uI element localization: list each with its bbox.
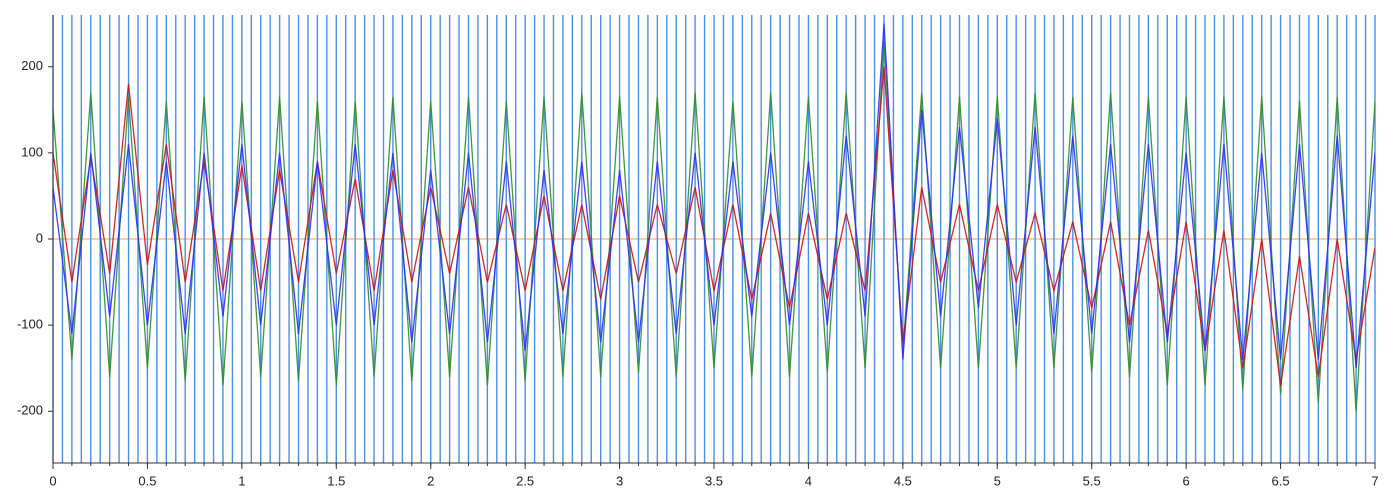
- x-tick-label: 0.5: [138, 473, 156, 488]
- y-tick-label: -200: [17, 403, 43, 418]
- signal-line: [53, 40, 1375, 412]
- y-tick-label: 0: [36, 230, 43, 245]
- x-tick-label: 4.5: [894, 473, 912, 488]
- x-tick-label: 3.5: [705, 473, 723, 488]
- x-tick-label: 3: [616, 473, 623, 488]
- y-tick-label: 100: [21, 144, 43, 159]
- x-tick-label: 6: [1183, 473, 1190, 488]
- x-tick-label: 1.5: [327, 473, 345, 488]
- x-tick-label: 5.5: [1083, 473, 1101, 488]
- x-tick-label: 7: [1371, 473, 1378, 488]
- x-tick-label: 1: [238, 473, 245, 488]
- x-tick-label: 2.5: [516, 473, 534, 488]
- y-tick-label: 200: [21, 58, 43, 73]
- signal-line: [53, 23, 1375, 369]
- x-tick-label: 0: [49, 473, 56, 488]
- x-tick-label: 6.5: [1272, 473, 1290, 488]
- x-tick-label: 5: [994, 473, 1001, 488]
- x-tick-label: 4: [805, 473, 812, 488]
- x-tick-label: 2: [427, 473, 434, 488]
- y-tick-label: -100: [17, 317, 43, 332]
